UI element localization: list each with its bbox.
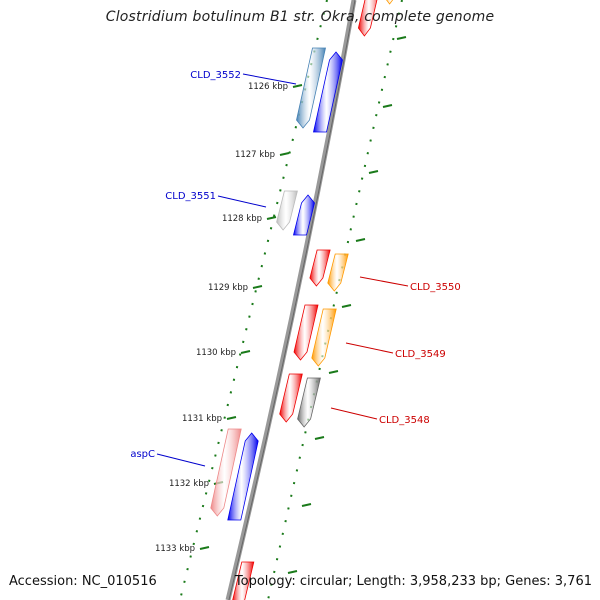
ruler-label: 1132 kbp xyxy=(169,479,209,489)
accession-text: Accession: NC_010516 xyxy=(9,574,157,589)
gene-label-cld_3548: CLD_3548 xyxy=(379,415,430,426)
ruler-label: 1126 kbp xyxy=(248,82,288,92)
gene-arrow-reverse xyxy=(386,0,394,5)
ruler-tick xyxy=(240,350,251,354)
gene-arrow-gray xyxy=(276,190,298,231)
ruler-tick xyxy=(292,84,303,88)
gene-arrow-reverse xyxy=(357,0,378,37)
gene-arrow-reverse xyxy=(232,561,255,600)
ruler-label: 1128 kbp xyxy=(222,214,262,224)
ruler-label: 1127 kbp xyxy=(235,150,275,160)
ruler-tick-right xyxy=(314,436,325,440)
gene-leader-line xyxy=(217,195,267,208)
ruler-label: 1133 kbp xyxy=(155,544,195,554)
gene-arrow-forward xyxy=(313,51,343,133)
ruler-tick xyxy=(226,416,237,420)
gene-arrow-reverse xyxy=(311,308,337,367)
gene-leader-line xyxy=(156,453,206,467)
ruler-tick-right xyxy=(396,36,407,40)
gene-label-cld_3551: CLD_3551 xyxy=(165,191,216,202)
ruler-label: 1131 kbp xyxy=(182,414,222,424)
gene-label-cld_3549: CLD_3549 xyxy=(395,349,446,360)
ruler-tick-right xyxy=(328,370,339,374)
ruler-label: 1129 kbp xyxy=(208,283,248,293)
gene-label-cld_3550: CLD_3550 xyxy=(410,282,461,293)
ruler-tick xyxy=(199,546,210,550)
ruler-tick xyxy=(252,285,263,289)
topology-text: Topology: circular; Length: 3,958,233 bp… xyxy=(234,574,592,589)
ruler-tick-right xyxy=(368,170,379,174)
gene-arrow-reverse xyxy=(327,253,349,292)
ruler-tick xyxy=(279,152,290,156)
ruler-tick-right xyxy=(341,304,352,308)
map-title: Clostridium botulinum B1 str. Okra, comp… xyxy=(105,9,495,25)
ruler-tick-right xyxy=(287,570,298,574)
gene-leader-line xyxy=(345,342,394,354)
gene-arrow-steelblue xyxy=(296,47,326,129)
gene-arrow-forward xyxy=(292,194,315,236)
gene-arrow-lightred xyxy=(210,428,242,517)
gene-arrow-reverse xyxy=(279,373,303,423)
genome-backbone xyxy=(225,0,357,600)
ruler-label: 1130 kbp xyxy=(196,348,236,358)
gene-arrow-reverse xyxy=(309,249,331,287)
gene-arrow-reverse xyxy=(293,304,319,361)
genome-backbone-shade xyxy=(228,0,356,600)
ruler-tick-right xyxy=(355,238,366,242)
gene-label-aspc: aspC xyxy=(130,449,155,460)
ruler-tick xyxy=(266,216,277,220)
gene-leader-line xyxy=(242,73,297,85)
gene-arrow-darkgray xyxy=(297,377,321,428)
gene-arrow-forward xyxy=(227,432,259,521)
ruler-tick-right xyxy=(382,104,393,108)
gene-label-cld_3552: CLD_3552 xyxy=(190,70,241,81)
ruler-tick-right xyxy=(301,503,312,507)
gene-leader-line xyxy=(330,407,378,420)
gene-leader-line xyxy=(359,276,409,287)
